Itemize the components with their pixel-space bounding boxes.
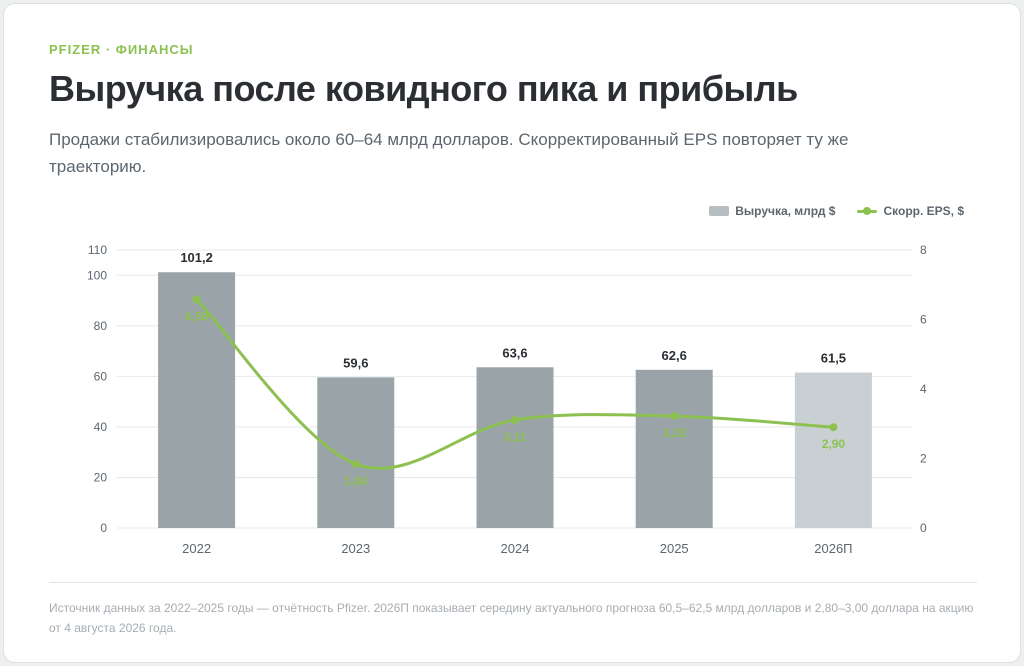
x-tick-label: 2022 (182, 541, 211, 556)
eps-point (351, 460, 360, 469)
x-tick-label: 2025 (660, 541, 689, 556)
chart-legend: Выручка, млрд $ Скорр. EPS, $ (687, 204, 964, 218)
revenue-value-label: 63,6 (502, 345, 527, 360)
right-tick-label: 8 (920, 243, 927, 257)
revenue-value-label: 59,6 (343, 355, 368, 370)
right-tick-label: 0 (920, 521, 927, 535)
legend-label-revenue: Выручка, млрд $ (735, 204, 836, 218)
eps-value-label: 3,22 (663, 426, 687, 440)
right-tick-label: 4 (920, 382, 927, 396)
left-tick-label: 40 (94, 420, 108, 434)
revenue-bar (158, 272, 236, 528)
left-axis: 0 20 40 60 80 100 110 (87, 243, 107, 535)
eps-line-layer (195, 297, 835, 470)
left-tick-label: 110 (88, 243, 107, 257)
right-tick-label: 2 (920, 452, 927, 466)
revenue-value-label: 61,5 (821, 351, 846, 366)
x-tick-label: 2023 (341, 541, 370, 556)
revenue-bar (476, 367, 554, 528)
eps-value-label: 3,11 (504, 430, 527, 444)
eps-point (670, 412, 679, 421)
legend-item-revenue: Выручка, млрд $ (709, 204, 835, 218)
eps-point (511, 415, 519, 424)
x-tick-label: 2026П (814, 541, 852, 556)
legend-item-eps: Скорр. EPS, $ (857, 204, 964, 218)
x-tick-label: 2024 (501, 541, 530, 556)
left-tick-label: 20 (94, 470, 108, 484)
footer-divider (49, 582, 977, 583)
eps-line (195, 297, 835, 470)
revenue-labels: 101,2 59,6 63,6 62,6 61,5 (180, 250, 846, 370)
page-title: Выручка после ковидного пика и прибыль (49, 68, 798, 109)
revenue-bar (317, 377, 395, 528)
revenue-bars (158, 272, 872, 528)
source-note: Источник данных за 2022–2025 годы — отчё… (49, 601, 974, 635)
x-axis: 2022 2023 2024 2025 2026П (182, 541, 852, 556)
left-tick-label: 80 (94, 319, 108, 333)
eps-point (829, 423, 838, 432)
eps-value-label: 2,90 (822, 437, 846, 451)
revenue-value-label: 62,6 (662, 348, 687, 363)
eps-value-label: 6,58 (185, 309, 209, 323)
revenue-bar (635, 369, 713, 528)
eps-value-label: 1,84 (344, 474, 368, 488)
right-tick-label: 6 (920, 313, 927, 327)
eyebrow-label: PFIZER · ФИНАНСЫ (49, 42, 194, 57)
revenue-bar (794, 372, 872, 528)
page-subtitle: Продажи стабилизировались около 60–64 мл… (49, 130, 849, 176)
eps-points: 6,58 1,84 3,11 3,22 2,90 (185, 295, 845, 488)
legend-bar-swatch (709, 206, 730, 216)
legend-line-swatch (857, 206, 878, 216)
legend-label-eps: Скорр. EPS, $ (883, 204, 964, 218)
right-axis: 0 2 4 6 8 (920, 243, 927, 535)
revenue-value-label: 101,2 (180, 250, 213, 265)
left-tick-label: 100 (87, 268, 107, 282)
left-tick-label: 60 (94, 369, 108, 383)
eps-point (192, 295, 201, 304)
left-tick-label: 0 (100, 521, 107, 535)
